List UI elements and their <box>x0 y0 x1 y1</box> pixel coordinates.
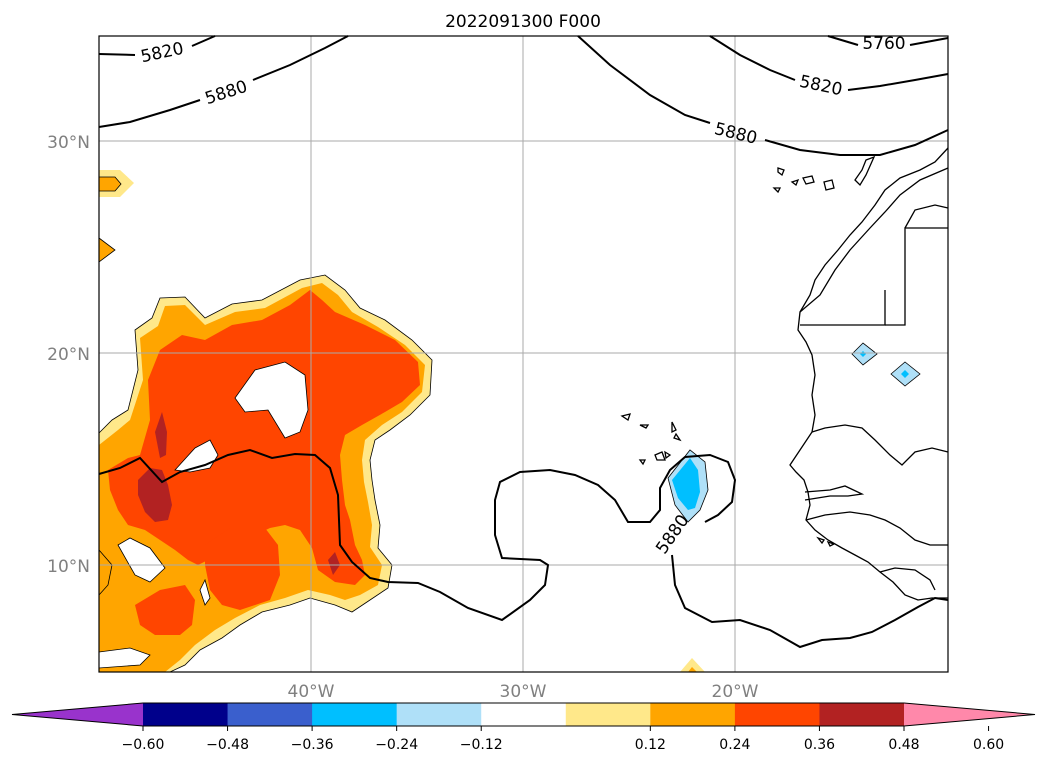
contour-5760-east <box>827 35 859 46</box>
colorbar-tick-label: −0.24 <box>375 737 418 753</box>
contour-5880-west-b <box>252 35 349 81</box>
island-canary-5 <box>854 155 876 187</box>
fill-blue-east-2 <box>901 370 909 378</box>
fill-red-south <box>135 585 195 635</box>
contour-5880-east-b <box>764 129 949 156</box>
fill-white-hole-3 <box>117 537 166 583</box>
colorbar <box>11 702 1036 727</box>
border-sierra-leone <box>879 567 936 591</box>
colorbar-bin <box>650 703 736 726</box>
border-guinea <box>805 511 948 546</box>
lat-label-10n: 10°N <box>47 557 90 577</box>
lat-label-20n: 20°N <box>47 345 90 365</box>
coast-africa <box>789 147 949 601</box>
contour-5760-east-b <box>909 37 949 46</box>
coastlines <box>620 147 949 601</box>
island-cv-7 <box>664 450 672 460</box>
island-canary-2 <box>790 178 800 187</box>
contour-5880-south <box>98 448 737 622</box>
border-senegal <box>811 424 949 466</box>
latitude-labels: 30°N 20°N 10°N <box>47 133 90 577</box>
fill-blue-capeverde <box>672 458 700 510</box>
lon-label-20w: 20°W <box>712 682 759 702</box>
colorbar-tick-label: 0.24 <box>719 737 750 753</box>
height-contours <box>98 35 949 649</box>
colorbar-tick-label: 0.60 <box>973 737 1004 753</box>
border-morocco <box>799 167 949 313</box>
island-bijagos-1 <box>816 536 826 545</box>
map-panel: 5820 5880 5760 5820 5880 5880 <box>98 34 949 673</box>
colorbar-bin <box>227 703 313 726</box>
colorbar-extend-high <box>904 703 1035 726</box>
contour-5820-west-b <box>191 35 216 47</box>
island-cv-1 <box>620 413 631 422</box>
lon-label-30w: 30°W <box>500 682 547 702</box>
colorbar-bin <box>396 703 482 726</box>
fill-red <box>108 290 420 585</box>
colorbar-tick-label: 0.12 <box>635 737 666 753</box>
contour-5820-east <box>709 35 796 81</box>
border-mauritania <box>885 227 948 326</box>
island-canary-1 <box>777 167 785 177</box>
island-canary-6 <box>772 187 782 194</box>
island-canary-3 <box>802 175 815 185</box>
island-cv-3 <box>671 421 677 434</box>
contour-5820-east-b <box>847 73 949 91</box>
contour-5880-east <box>577 35 711 124</box>
colorbar-bin <box>734 703 820 726</box>
lon-label-40w: 40°W <box>288 682 335 702</box>
colorbar-bin <box>143 703 229 726</box>
anomaly-fill-negative <box>667 342 921 523</box>
fill-darkred-north <box>155 412 167 458</box>
colorbar-bin <box>565 703 651 726</box>
contour-label-5760: 5760 <box>862 34 905 54</box>
colorbar-ticks: −0.60 −0.48 −0.36 −0.24 −0.12 0.12 0.24 0.36 0.4… <box>122 726 1004 753</box>
colorbar-extend-low <box>12 703 143 726</box>
island-cv-6 <box>638 459 647 466</box>
island-cv-5 <box>654 451 666 461</box>
gridlines <box>99 36 948 672</box>
colorbar-tick-label: −0.12 <box>460 737 503 753</box>
colorbar-bin <box>312 703 398 726</box>
longitude-labels: 40°W 30°W 20°W <box>288 682 759 702</box>
colorbar-bin <box>481 703 567 726</box>
colorbar-tick-label: −0.36 <box>291 737 334 753</box>
colorbar-tick-label: −0.60 <box>122 737 165 753</box>
colorbar-tick-label: 0.48 <box>888 737 919 753</box>
contour-5880-south-b <box>671 554 949 649</box>
island-canary-4 <box>823 179 835 191</box>
contour-5880-west <box>98 99 201 128</box>
fill-darkred-east <box>328 552 340 575</box>
figure-title: 2022091300 F000 <box>445 12 601 32</box>
fill-patch-south <box>680 658 705 672</box>
fill-white-hole-1 <box>234 361 309 439</box>
border-algeria <box>904 204 949 229</box>
island-bijagos-2 <box>826 540 836 547</box>
border-gambia <box>804 485 865 501</box>
fill-red-mid <box>205 528 280 610</box>
fill-patch-south-inner <box>688 667 697 672</box>
island-cv-2 <box>639 424 650 429</box>
colorbar-bin <box>819 703 905 726</box>
island-cv-4 <box>673 432 682 442</box>
fill-white-hole-4 <box>199 578 211 606</box>
contour-5820-west <box>98 53 136 56</box>
colorbar-tick-label: −0.48 <box>206 737 249 753</box>
map-frame <box>98 35 949 673</box>
colorbar-tick-label: 0.36 <box>804 737 835 753</box>
lat-label-30n: 30°N <box>47 133 90 153</box>
